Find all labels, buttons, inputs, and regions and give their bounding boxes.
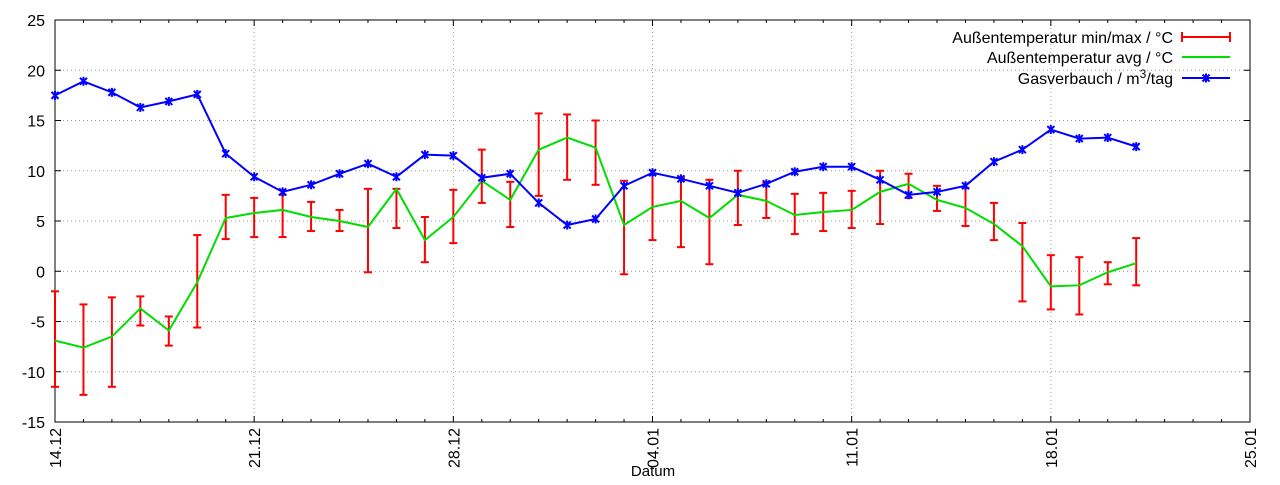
gas-point: [989, 157, 999, 167]
plot-frame: [54, 19, 1251, 423]
gas-point: [762, 179, 771, 189]
gas-point: [420, 150, 430, 160]
gas-point: [961, 181, 970, 191]
x-tick-label: 28.12: [446, 428, 463, 468]
x-tick-label: 14.12: [48, 428, 65, 468]
y-tick-label: 10: [27, 164, 45, 181]
gas-point: [392, 172, 401, 182]
gas-point: [562, 220, 572, 230]
gas-point: [619, 181, 629, 191]
x-tick-label: 21.12: [247, 428, 264, 468]
gas-point: [591, 214, 600, 224]
gas-point: [306, 180, 316, 190]
y-tick-label: 25: [27, 13, 45, 30]
gas-point: [733, 188, 743, 198]
y-tick-label: -10: [22, 365, 45, 382]
gas-point: [790, 167, 799, 177]
y-tick-label: 15: [27, 114, 45, 131]
gas-point: [136, 102, 145, 112]
gas-point: [249, 172, 259, 182]
avg-line: [54, 136, 1137, 349]
gas-point: [335, 169, 344, 179]
legend-label-minmax: Außentemperatur min/max / °C: [952, 30, 1173, 47]
gas-point: [193, 89, 202, 99]
legend-label-gas: Gasverbauch / m3/tag: [1018, 67, 1173, 88]
legend-label-gas-prefix: Gasverbauch / m: [1018, 71, 1140, 88]
y-tick-label: 5: [36, 214, 45, 231]
gas-point: [1018, 145, 1027, 155]
y-tick-label: 20: [27, 63, 45, 80]
y-tick-label: -5: [31, 315, 45, 332]
gas-point: [648, 168, 657, 178]
gas-point: [1075, 134, 1084, 144]
gas-point: [221, 149, 230, 159]
gas-point: [932, 187, 942, 197]
series: [50, 76, 1141, 396]
legend-label-gas-sup: 3: [1140, 67, 1147, 81]
axes: -15 -10 -5 0 5 10 15 20 25 14.12 21.12 28.12 04.01 11…: [22, 13, 1260, 468]
y-tick-label: 0: [36, 264, 45, 281]
gas-point: [50, 90, 60, 100]
gas-point: [847, 162, 856, 172]
gas-point: [1046, 125, 1056, 135]
x-tick-label: 04.01: [646, 428, 663, 468]
gas-point: [506, 169, 515, 179]
x-tick-label: 25.01: [1243, 428, 1260, 468]
gas-point: [477, 173, 486, 183]
x-axis-label: Datum: [631, 463, 675, 480]
gas-point: [1131, 142, 1141, 152]
gas-point: [278, 187, 287, 197]
gas-point: [1103, 133, 1112, 143]
legend-label-avg: Außentemperatur avg / °C: [987, 50, 1173, 67]
x-tick-label: 11.01: [845, 428, 862, 467]
gas-point: [676, 174, 686, 184]
gas-point: [534, 198, 543, 208]
gas-point: [819, 162, 828, 172]
x-tick-label: 18.01: [1044, 428, 1061, 468]
gas-point: [904, 190, 913, 200]
gas-point: [363, 159, 373, 169]
gas-point: [164, 96, 174, 106]
y-tick-label: -15: [22, 415, 45, 432]
gas-point: [705, 181, 714, 191]
legend: Außentemperatur min/max / °C Außentempera…: [952, 30, 1231, 88]
gas-point: [79, 76, 88, 86]
legend-label-gas-suffix: /tag: [1146, 71, 1173, 88]
gas-point: [449, 151, 458, 161]
gas-point: [107, 87, 117, 97]
gas-point: [875, 175, 885, 185]
